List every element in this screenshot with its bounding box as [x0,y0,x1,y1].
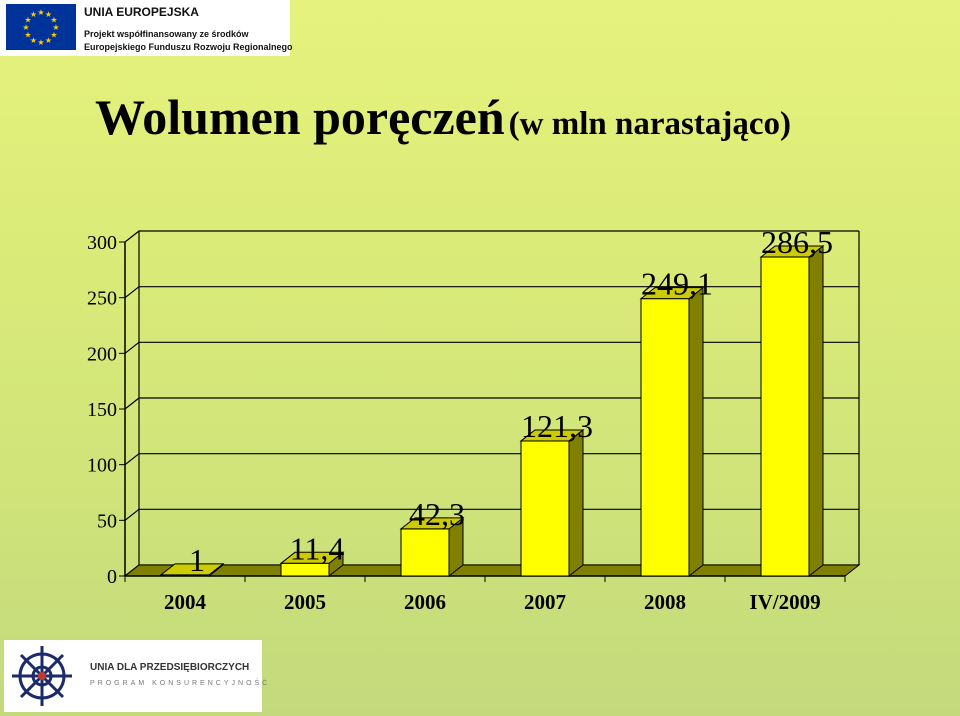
eu-logo-line2: Europejskiego Funduszu Rozwoju Regionaln… [84,42,293,52]
bar [520,440,570,577]
data-label: 121,3 [521,408,593,444]
eu-star: ★ [30,10,37,19]
data-label: 1 [189,542,205,578]
eu-star: ★ [52,23,59,32]
footer-logo-program: PROGRAM KONSURENCYJNOŚĆ [90,680,271,687]
gridline [124,453,859,466]
gridline [124,341,859,354]
y-tick-label: 0 [107,566,117,588]
bar [640,298,690,577]
eu-star: ★ [50,31,57,40]
eu-star: ★ [37,38,44,47]
bar-top [519,429,585,442]
eu-star: ★ [45,36,52,45]
gridline [124,397,859,410]
eu-star: ★ [24,31,31,40]
x-tick-label: 2008 [644,590,686,614]
eu-flag-icon: ★★★★★★★★★ ★ ★★ [6,4,76,50]
eu-star: ★ [50,16,57,25]
data-label: 249,1 [641,266,713,302]
eu-logo-title: UNIA EUROPEJSKA [84,5,199,19]
x-tick-label: 2006 [404,590,446,614]
y-tick-label: 200 [87,343,117,365]
x-tick-label: 2005 [284,590,326,614]
footer-logo-name: UNIA DLA PRZEDSIĘBIORCZYCH [90,662,250,673]
bar-top [639,287,705,300]
eu-star: ★ [37,8,44,17]
bar-top [759,245,825,258]
eu-star: ★ [45,10,52,19]
bar-top [399,517,465,530]
x-tick-label: 2004 [164,590,207,614]
data-label: 286,5 [761,224,833,260]
bar-side [568,428,584,578]
slide-title: Wolumen poręczeń (w mln narastająco) [95,88,791,146]
data-label: 11,4 [290,530,345,566]
eu-logo-line1: Projekt współfinansowany ze środków [84,29,249,39]
y-tick-label: 100 [87,455,117,477]
bar-side [808,245,824,578]
eu-star: ★ [30,36,37,45]
eu-star: ★ [24,16,31,25]
data-label: 42,3 [409,496,465,532]
bar [400,528,450,577]
eu-star: ★ [22,23,29,32]
chart-floor [123,564,861,577]
x-tick-label: IV/2009 [749,590,820,614]
slide-title-main: Wolumen poręczeń [95,89,505,145]
ship-wheel-icon [12,646,72,706]
footer-logo: UNIA DLA PRZEDSIĘBIORCZYCH PROGRAM KONSU… [4,640,267,712]
y-tick-label: 250 [87,288,117,310]
eu-logo: ★ ★ ★ ★ ★ ★ ★ ★ ★ ★ ★ ★ UNIA EUROPEJSKA Projekt wsp… [0,0,293,56]
bar-top [279,551,345,564]
gridline [124,230,859,243]
y-tick-label: 300 [87,232,117,254]
slide-title-sub: (w mln narastająco) [508,106,791,142]
bar-side [688,286,704,578]
x-tick-label: 2007 [524,590,566,614]
bar-top [159,563,225,576]
gridline [124,286,859,299]
bar [760,256,810,577]
gridline [124,508,859,521]
y-tick-label: 50 [97,510,117,532]
y-tick-label: 150 [87,399,117,421]
